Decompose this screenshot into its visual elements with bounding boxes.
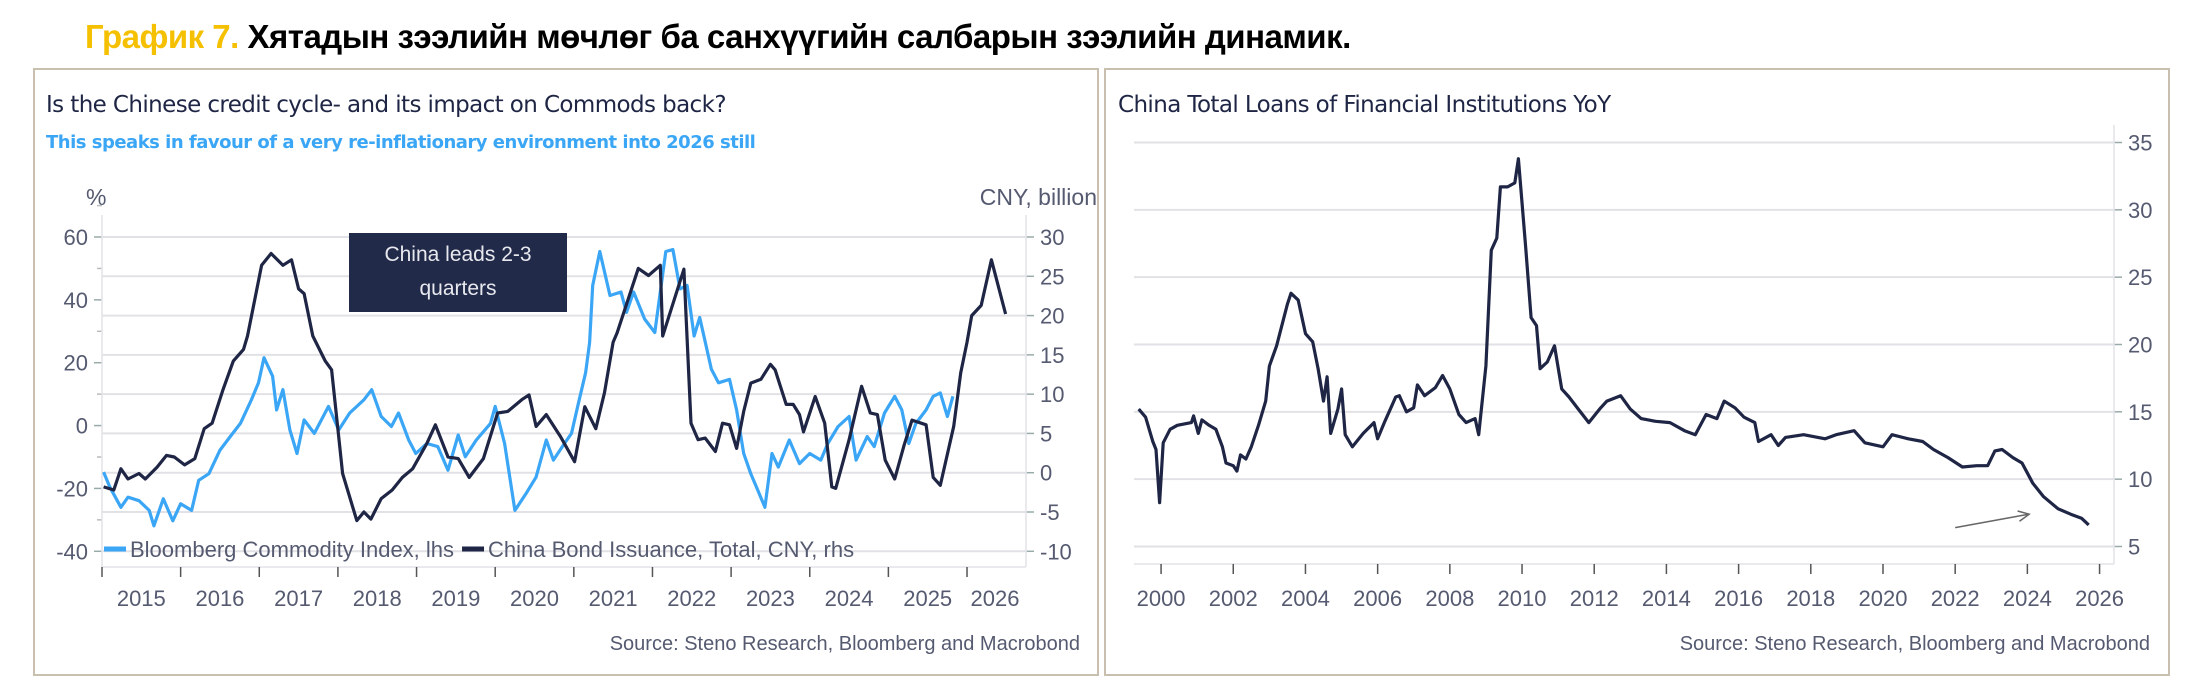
y-tick-label: 5 xyxy=(2128,534,2140,559)
y-tick-label-right: 10 xyxy=(1040,382,1064,407)
figure-caption: Хятадын зээлийн мөчлөг ба санхүүгийн сал… xyxy=(238,18,1352,55)
x-tick-label: 2016 xyxy=(1714,586,1763,611)
y-axis-label-right: CNY, billion xyxy=(980,184,1097,210)
x-tick-label: 2018 xyxy=(1786,586,1835,611)
y-tick-label-left: 20 xyxy=(64,351,88,376)
x-tick-label: 2010 xyxy=(1498,586,1547,611)
chart-panel-china-loans xyxy=(1104,68,2170,676)
x-tick-label: 2014 xyxy=(1642,586,1691,611)
x-tick-label: 2020 xyxy=(1859,586,1908,611)
x-tick-label: 2000 xyxy=(1137,586,1186,611)
x-tick-label: 2024 xyxy=(2003,586,2052,611)
x-tick-label: 2026 xyxy=(2075,586,2124,611)
x-tick-label: 2006 xyxy=(1353,586,1402,611)
x-tick-label: 2025 xyxy=(903,586,952,611)
x-tick-label: 2019 xyxy=(431,586,480,611)
x-tick-label: 2022 xyxy=(1931,586,1980,611)
y-tick-label-right: 0 xyxy=(1040,461,1052,486)
x-tick-label: 2024 xyxy=(825,586,874,611)
arrow-annotation xyxy=(1955,513,2030,529)
y-tick-label-right: 20 xyxy=(1040,304,1064,329)
y-tick-label: 20 xyxy=(2128,333,2152,358)
x-tick-label: 2016 xyxy=(195,586,244,611)
x-tick-label: 2020 xyxy=(510,586,559,611)
y-axis-label-left: % xyxy=(86,184,106,210)
y-tick-label: 35 xyxy=(2128,131,2152,156)
y-tick-label: 15 xyxy=(2128,400,2152,425)
y-tick-label-left: 40 xyxy=(64,288,88,313)
chart-title: China Total Loans of Financial Instituti… xyxy=(1118,92,1611,118)
y-tick-label-right: -5 xyxy=(1040,500,1060,525)
y-tick-label-left: 60 xyxy=(64,225,88,250)
x-tick-label: 2018 xyxy=(353,586,402,611)
figure-heading: График 7. Хятадын зээлийн мөчлөг ба санх… xyxy=(85,18,1351,56)
y-tick-label-left: -40 xyxy=(56,539,88,564)
x-tick-label: 2023 xyxy=(746,586,795,611)
chart-source: Source: Steno Research, Bloomberg and Ma… xyxy=(1679,633,2150,655)
series-line-commodity-index xyxy=(102,248,955,528)
y-tick-label-right: -10 xyxy=(1040,539,1072,564)
y-tick-label: 30 xyxy=(2128,198,2152,223)
chart-source: Source: Steno Research, Bloomberg and Ma… xyxy=(609,633,1080,655)
x-tick-label: 2004 xyxy=(1281,586,1330,611)
x-tick-label: 2021 xyxy=(589,586,638,611)
x-tick-label: 2017 xyxy=(274,586,323,611)
y-tick-label-right: 30 xyxy=(1040,225,1064,250)
x-tick-label: 2012 xyxy=(1570,586,1619,611)
y-tick-label-right: 25 xyxy=(1040,264,1064,289)
chart-panel-commodity-credit xyxy=(33,68,1099,676)
y-tick-label-right: 15 xyxy=(1040,343,1064,368)
legend-label: China Bond Issuance, Total, CNY, rhs xyxy=(488,537,854,562)
y-tick-label-right: 5 xyxy=(1040,421,1052,446)
y-tick-label: 10 xyxy=(2128,467,2152,492)
chart-subtitle: This speaks in favour of a very re-infla… xyxy=(46,132,756,153)
series-line-loans-yoy xyxy=(1137,157,2090,527)
y-tick-label-left: 0 xyxy=(76,414,88,439)
x-tick-label: 2015 xyxy=(117,586,166,611)
x-tick-label: 2002 xyxy=(1209,586,1258,611)
annotation-box: China leads 2-3 quarters xyxy=(349,233,567,312)
legend-label: Bloomberg Commodity Index, lhs xyxy=(130,537,454,562)
arrow-head-icon xyxy=(2017,510,2031,522)
y-tick-label: 25 xyxy=(2128,265,2152,290)
x-tick-label: 2008 xyxy=(1425,586,1474,611)
x-tick-label: 2022 xyxy=(667,586,716,611)
x-tick-label: 2026 xyxy=(971,586,1020,611)
chart-title: Is the Chinese credit cycle- and its imp… xyxy=(46,92,727,118)
y-tick-label-left: -20 xyxy=(56,476,88,501)
series-line-bond-issuance xyxy=(103,251,1008,523)
figure-number: График 7. xyxy=(85,18,239,55)
